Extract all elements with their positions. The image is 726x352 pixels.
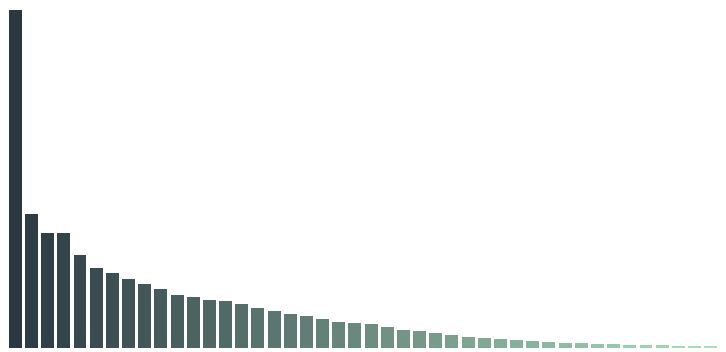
Bar [300,316,313,348]
Bar [510,340,523,348]
Bar [106,273,119,348]
Bar [268,311,280,348]
Bar [155,289,168,348]
Bar [559,342,571,348]
Bar [429,333,442,348]
Bar [656,345,669,348]
Bar [90,268,102,348]
Bar [235,304,248,348]
Bar [591,344,604,348]
Bar [381,327,393,348]
Bar [640,345,653,348]
Bar [607,344,620,348]
Bar [73,254,86,348]
Bar [364,324,378,348]
Bar [542,342,555,348]
Bar [333,322,346,348]
Bar [171,295,184,348]
Bar [316,319,329,348]
Bar [704,346,717,348]
Bar [41,233,54,348]
Bar [575,343,588,348]
Bar [462,337,475,348]
Bar [413,331,426,348]
Bar [203,300,216,348]
Bar [219,301,232,348]
Bar [494,339,507,348]
Bar [57,233,70,348]
Bar [187,297,200,348]
Bar [25,214,38,348]
Bar [478,338,491,348]
Bar [251,308,264,348]
Bar [9,10,22,348]
Bar [526,341,539,348]
Bar [138,284,151,348]
Bar [624,345,636,348]
Bar [122,279,135,348]
Bar [284,314,297,348]
Bar [397,330,410,348]
Bar [688,346,701,348]
Bar [446,335,458,348]
Bar [348,323,362,348]
Bar [672,346,685,348]
